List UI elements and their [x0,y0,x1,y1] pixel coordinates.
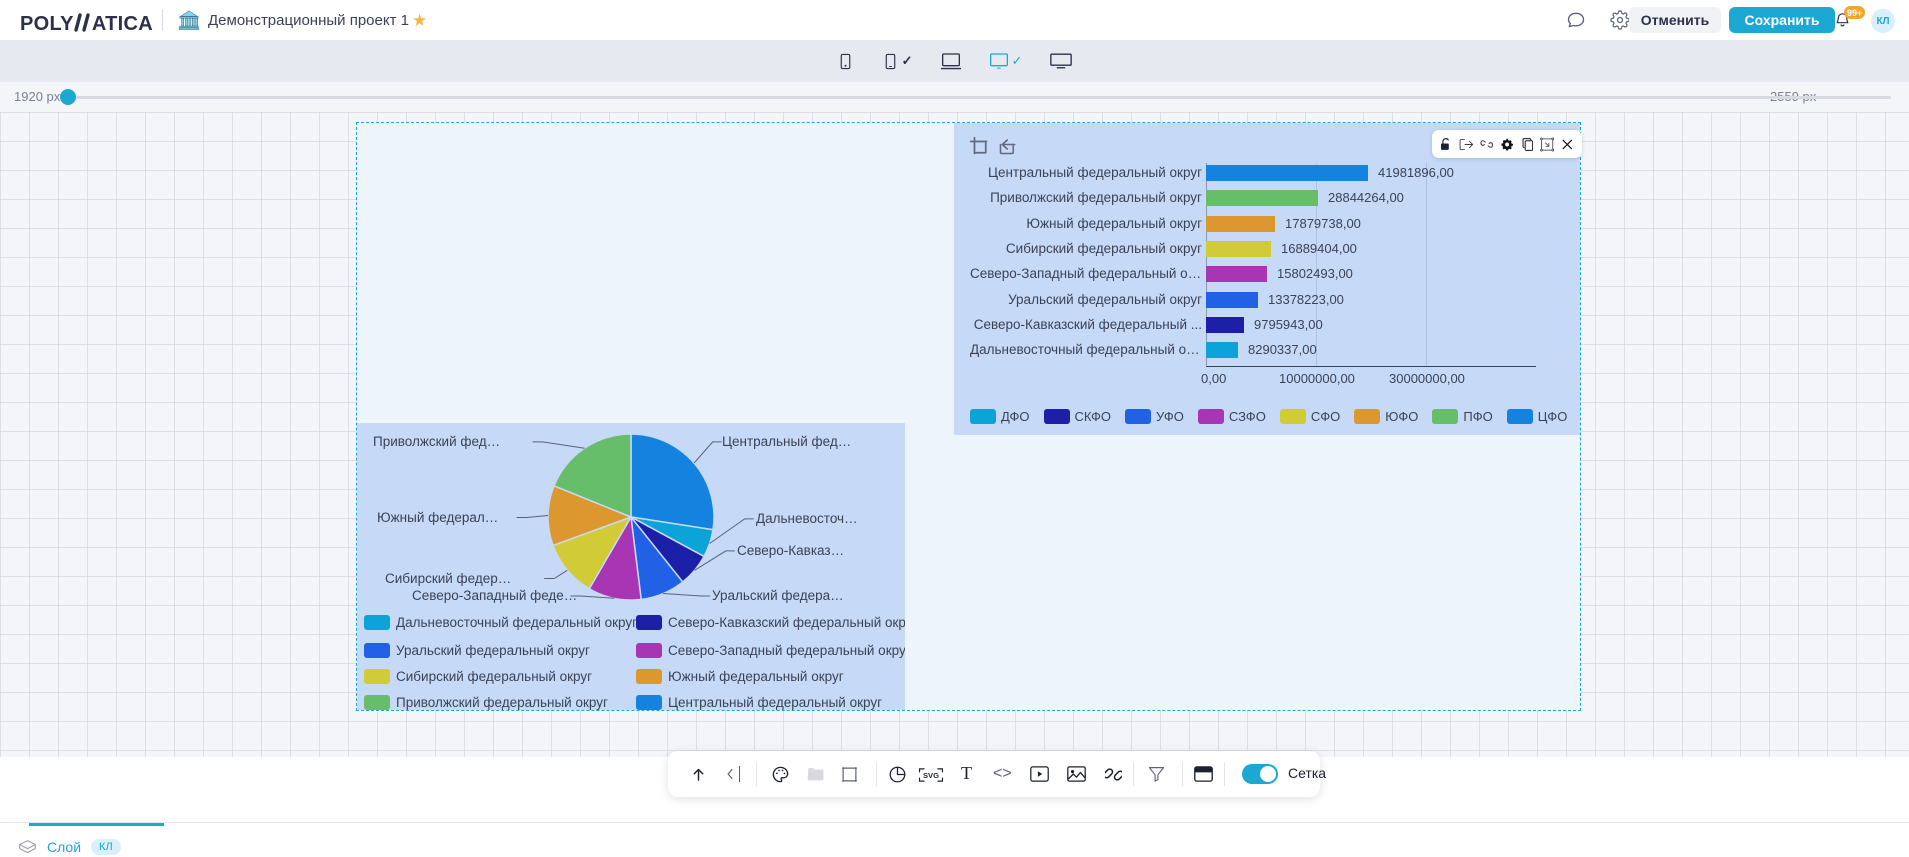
svg-text:SVG: SVG [923,771,939,780]
